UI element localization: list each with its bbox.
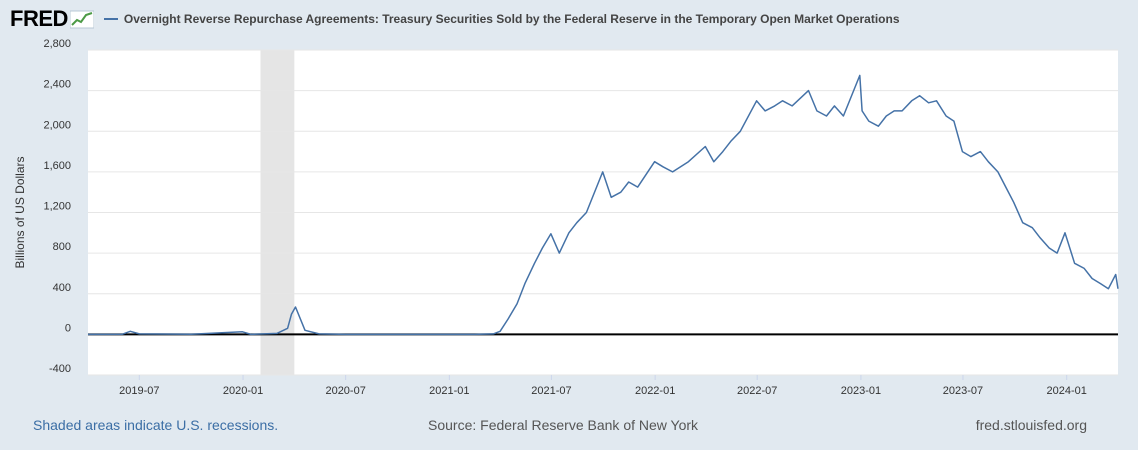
x-tick-label: 2021-07 <box>531 385 571 397</box>
source-note: Source: Federal Reserve Bank of New York <box>428 417 699 433</box>
y-axis-label: Billions of US Dollars <box>13 156 27 268</box>
chart-header: FRED Overnight Reverse Repurchase Agreem… <box>10 6 900 32</box>
x-tick-label: 2020-07 <box>325 385 365 397</box>
series-line <box>87 74 1119 336</box>
fred-graph-icon <box>69 10 94 29</box>
y-tick-label: 0 <box>65 322 71 334</box>
y-tick-label: 1,200 <box>43 201 71 213</box>
fred-logo: FRED <box>10 6 68 31</box>
grid-layer <box>88 49 1118 380</box>
x-tick-label: 2022-07 <box>737 385 777 397</box>
chart-title: Overnight Reverse Repurchase Agreements:… <box>123 12 900 26</box>
x-tick-label: 2021-01 <box>429 385 469 397</box>
recession-note[interactable]: Shaded areas indicate U.S. recessions. <box>33 417 279 433</box>
series-legend-swatch <box>103 18 118 20</box>
x-tick-label: 2020-01 <box>223 385 263 397</box>
x-tick-labels: 2019-07 2020-01 2020-07 2021-01 2021-07 2022-… <box>119 385 1087 397</box>
y-tick-label: 2,800 <box>43 38 71 50</box>
x-tick-label: 2024-01 <box>1047 385 1087 397</box>
y-tick-label: 400 <box>53 282 71 294</box>
y-tick-label: 2,400 <box>43 79 71 91</box>
y-tick-label: 800 <box>53 241 71 253</box>
x-tick-label: 2023-01 <box>841 385 881 397</box>
y-tick-label: 2,000 <box>43 119 71 131</box>
y-tick-label: 1,600 <box>43 160 71 172</box>
x-tick-label: 2022-01 <box>635 385 675 397</box>
y-tick-label: -400 <box>49 363 71 375</box>
y-tick-labels: -400 0 400 800 1,200 1,600 2,000 2,400 2,800 <box>43 38 71 375</box>
site-link[interactable]: fred.stlouisfed.org <box>975 417 1087 433</box>
x-tick-label: 2019-07 <box>119 385 159 397</box>
x-tick-label: 2023-07 <box>943 385 983 397</box>
